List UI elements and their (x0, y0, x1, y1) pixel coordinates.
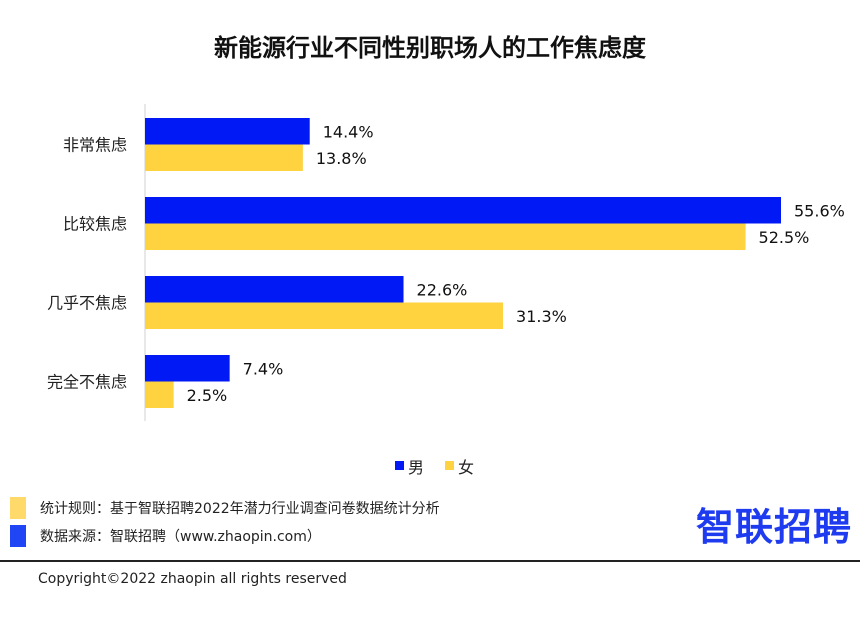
bar-male (145, 118, 310, 145)
data-label: 52.5% (759, 228, 810, 247)
divider (0, 560, 860, 562)
note-rule: 统计规则：基于智联招聘2022年潜力行业调查问卷数据统计分析 (10, 497, 440, 519)
data-label: 31.3% (516, 307, 567, 326)
bar-male (145, 197, 781, 224)
data-label: 55.6% (794, 201, 845, 220)
note-swatch-yellow (10, 497, 26, 519)
note-rule-text: 统计规则：基于智联招聘2022年潜力行业调查问卷数据统计分析 (40, 501, 440, 517)
bar-male (145, 355, 230, 382)
bar-male (145, 276, 404, 303)
data-label: 14.4% (323, 122, 374, 141)
bar-chart: 非常焦虑 14.4% 13.8% 比较焦虑 55.6% 52.5% 几乎不焦虑 22.6% 31… (47, 104, 845, 477)
data-label: 13.8% (316, 149, 367, 168)
data-label: 7.4% (243, 359, 284, 378)
bar-female (145, 144, 303, 171)
bar-female (145, 302, 504, 329)
zhaopin-logo: 智联招聘 (695, 505, 852, 549)
bar-female (145, 223, 746, 250)
data-label: 2.5% (187, 386, 228, 405)
note-swatch-blue (10, 525, 26, 547)
category-label: 比较焦虑 (63, 215, 127, 234)
data-label: 22.6% (417, 280, 468, 299)
bar-female (145, 381, 174, 408)
legend-swatch (395, 461, 404, 470)
legend-label: 女 (458, 458, 474, 477)
note-source: 数据来源：智联招聘（www.zhaopin.com） (10, 525, 321, 547)
category-label: 非常焦虑 (63, 136, 127, 155)
category-label: 几乎不焦虑 (47, 294, 127, 313)
legend-label: 男 (408, 458, 424, 477)
category-label: 完全不焦虑 (47, 373, 127, 392)
note-source-text: 数据来源：智联招聘（www.zhaopin.com） (40, 529, 321, 545)
legend-swatch (445, 461, 454, 470)
chart-title: 新能源行业不同性别职场人的工作焦虑度 (214, 34, 646, 62)
copyright: Copyright©2022 zhaopin all rights reserv… (38, 571, 347, 587)
